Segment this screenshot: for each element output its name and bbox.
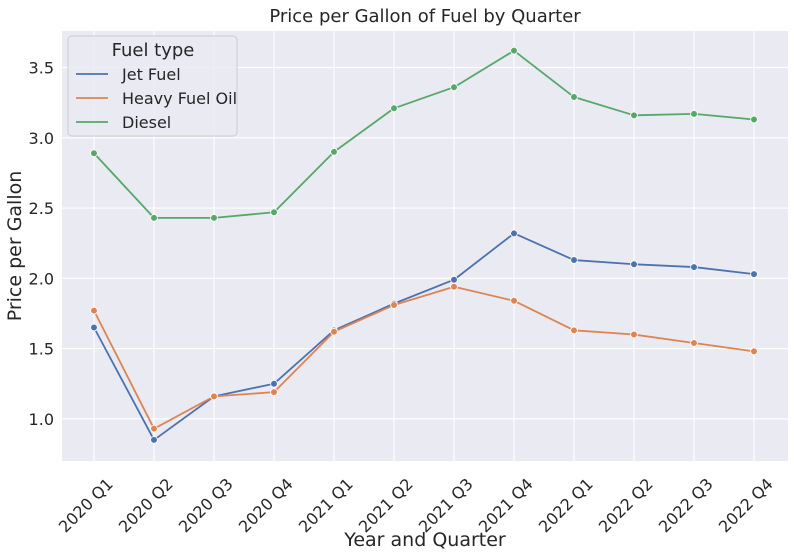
data-point xyxy=(510,46,518,55)
x-tick-label: 2021 Q4 xyxy=(475,474,537,536)
data-point xyxy=(570,93,578,101)
data-point xyxy=(750,270,758,278)
data-point xyxy=(570,256,578,264)
data-point xyxy=(630,260,638,269)
data-point xyxy=(90,149,98,158)
legend-label: Jet Fuel xyxy=(121,65,181,84)
x-tick-label: 2021 Q3 xyxy=(415,474,477,536)
x-tick-label: 2020 Q4 xyxy=(235,474,297,536)
data-point xyxy=(90,323,98,332)
series-line xyxy=(93,49,755,219)
y-tick-label: 3.0 xyxy=(29,129,54,148)
data-point xyxy=(150,214,158,222)
data-point xyxy=(690,110,698,118)
data-point xyxy=(210,392,218,401)
data-point xyxy=(150,436,158,444)
data-point xyxy=(630,330,638,339)
y-tick-label: 2.0 xyxy=(29,269,54,288)
y-tick-label: 1.5 xyxy=(29,340,54,359)
x-axis-title: Year and Quarter xyxy=(343,529,506,551)
data-point xyxy=(330,327,338,336)
series-heavy-fuel-oil xyxy=(90,282,758,433)
y-tick-label: 2.5 xyxy=(29,199,54,218)
data-point xyxy=(150,424,158,433)
data-point xyxy=(90,306,98,315)
data-point xyxy=(270,208,278,217)
data-point xyxy=(570,326,578,335)
series-line xyxy=(93,285,755,430)
data-point xyxy=(390,301,398,309)
legend: Fuel type Jet Fuel Heavy Fuel Oil Diesel xyxy=(67,35,238,137)
data-point xyxy=(390,104,398,113)
y-tick-label: 3.5 xyxy=(29,59,54,78)
x-tick-label: 2020 Q3 xyxy=(175,474,237,536)
y-tick-label: 1.0 xyxy=(29,410,54,429)
data-point xyxy=(510,297,518,305)
data-point xyxy=(750,347,758,356)
data-point xyxy=(750,115,758,124)
series-diesel xyxy=(90,46,758,222)
data-point xyxy=(630,111,638,120)
legend-label: Heavy Fuel Oil xyxy=(122,89,237,108)
data-point xyxy=(450,282,458,291)
series-layer xyxy=(90,46,758,444)
data-point xyxy=(690,263,698,271)
x-tick-label: 2020 Q1 xyxy=(55,474,117,536)
data-point xyxy=(210,214,218,222)
data-point xyxy=(510,229,518,238)
y-axis-title: Price per Gallon xyxy=(4,171,26,322)
x-tick-label: 2022 Q2 xyxy=(595,474,657,536)
series-line xyxy=(93,232,755,441)
data-point xyxy=(690,339,698,347)
data-point xyxy=(450,83,458,92)
legend-box xyxy=(67,35,238,137)
data-point xyxy=(330,148,338,156)
x-tick-label: 2022 Q3 xyxy=(655,474,717,536)
x-tick-label: 2022 Q4 xyxy=(715,474,777,536)
x-tick-label: 2021 Q1 xyxy=(295,474,357,536)
data-point xyxy=(270,388,278,396)
data-point xyxy=(270,379,278,388)
legend-title: Fuel type xyxy=(112,40,195,61)
data-point xyxy=(450,275,458,284)
legend-label: Diesel xyxy=(122,113,171,132)
y-axis: 1.0 1.5 2.0 2.5 3.0 3.5 xyxy=(29,59,54,429)
chart-title: Price per Gallon of Fuel by Quarter xyxy=(269,6,581,27)
x-tick-label: 2021 Q2 xyxy=(355,474,417,536)
x-tick-label: 2020 Q2 xyxy=(115,474,177,536)
x-tick-label: 2022 Q1 xyxy=(535,474,597,536)
